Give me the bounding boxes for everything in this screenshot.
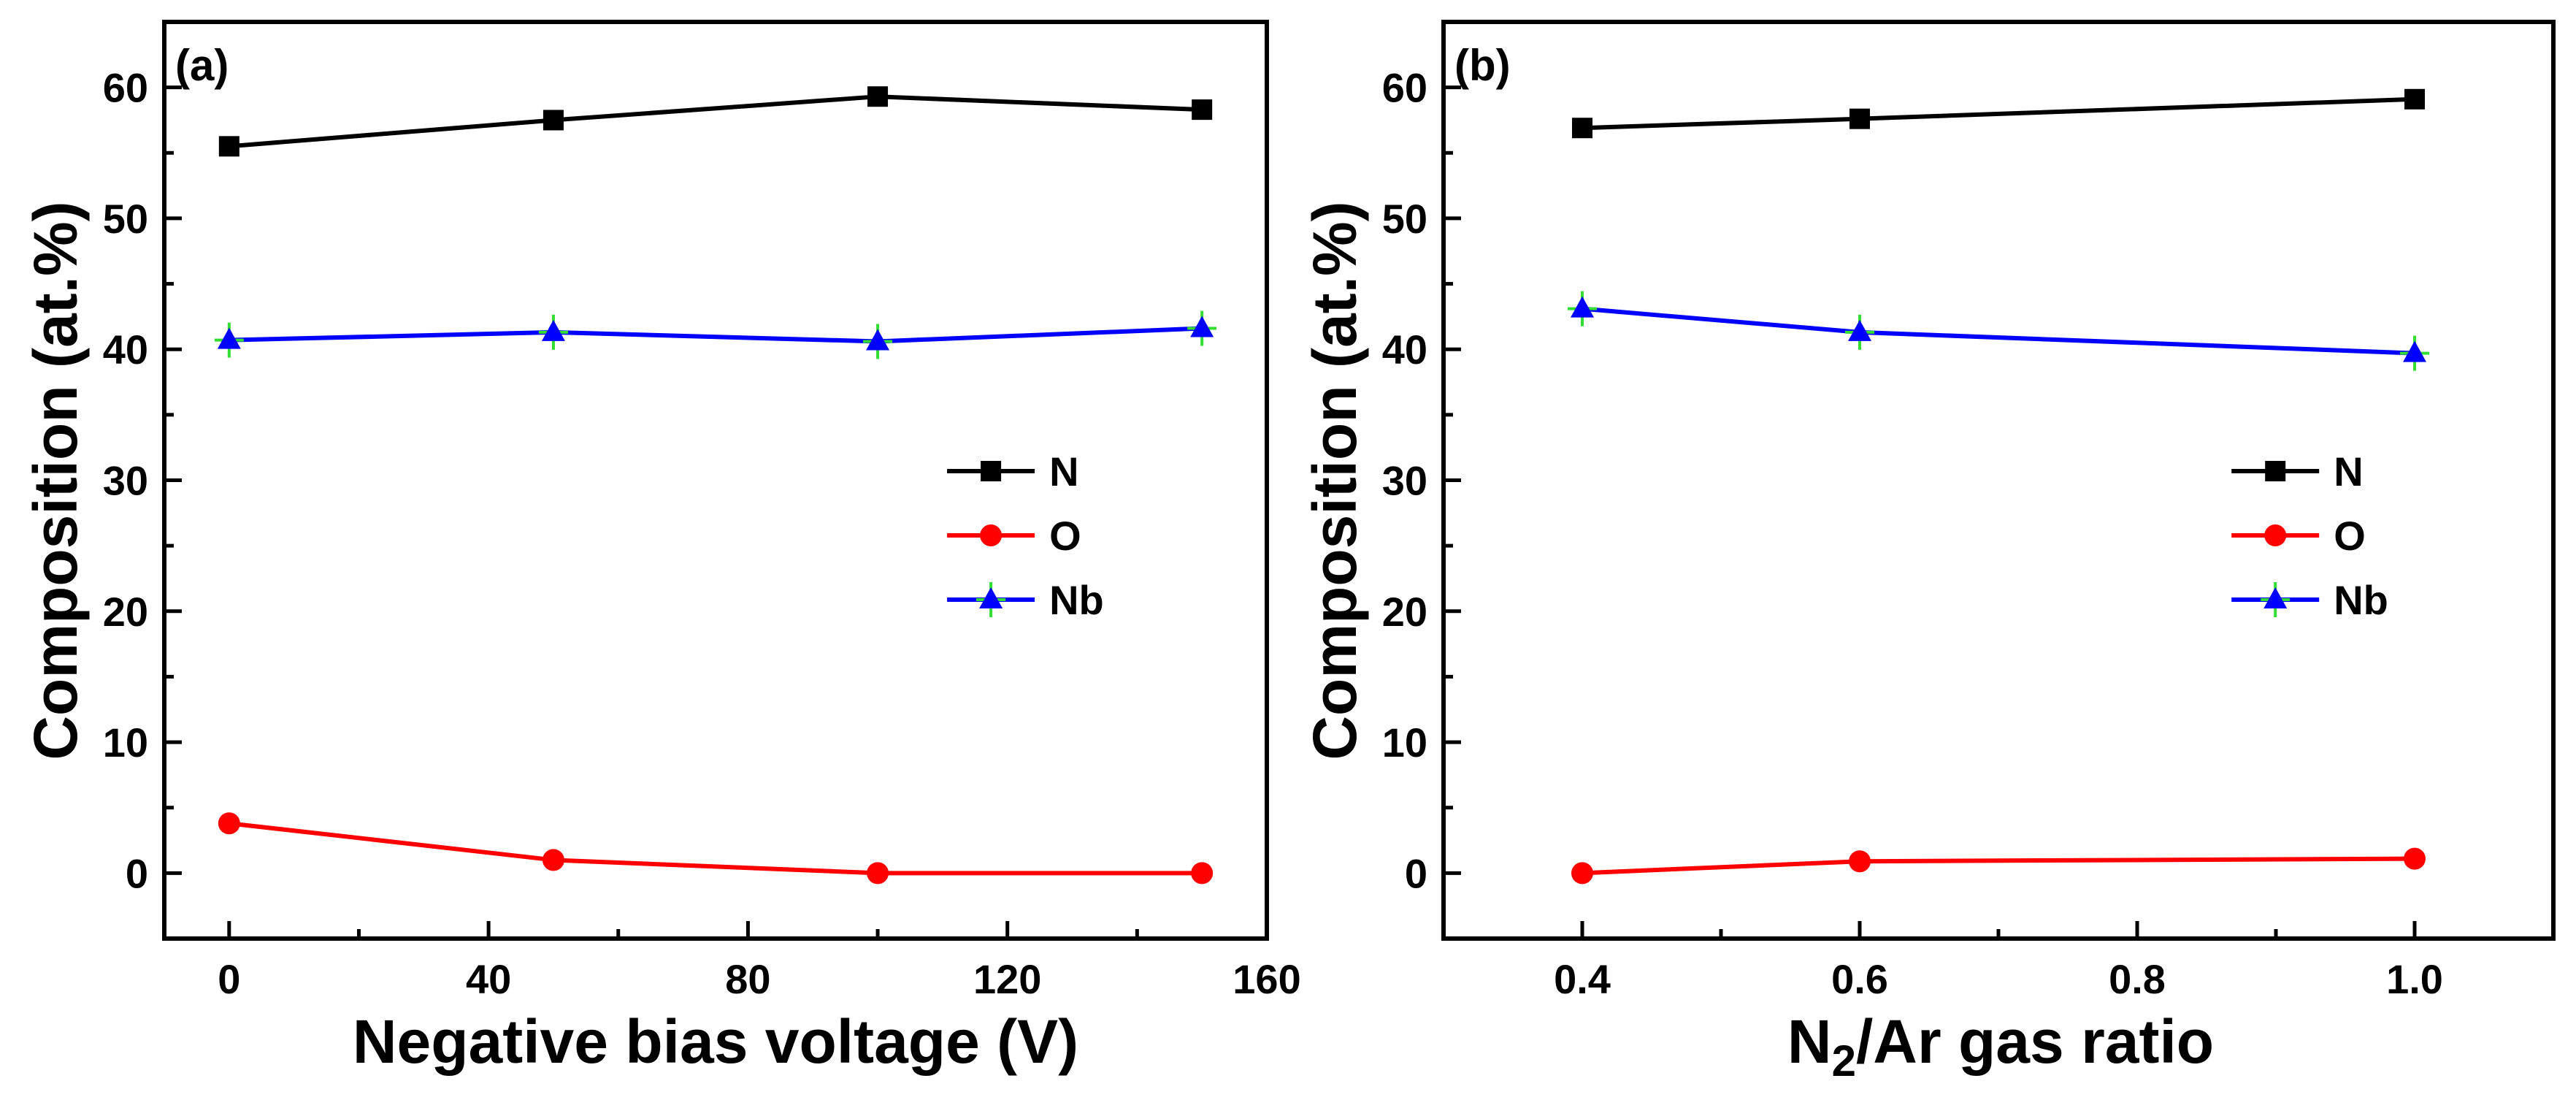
panel-a-series-N-point <box>543 110 564 131</box>
panel-a-x-tick-label: 40 <box>466 956 511 1002</box>
panel-b-x-axis-title-main: N <box>1787 1007 1832 1076</box>
panel-b-series-Nb-point <box>2400 335 2429 371</box>
panel-b-series-O-point <box>1849 850 1871 873</box>
panel-a-series-Nb-point-triangle <box>1190 316 1214 337</box>
panel-a-frame <box>162 20 1269 941</box>
panel-a-series-N-line <box>229 94 1203 149</box>
panel-a-legend-O-label: O <box>1049 513 1081 559</box>
panel-b-x-tick-label: 1.0 <box>2386 956 2443 1002</box>
panel-b-series-O-line <box>1582 856 2415 876</box>
panel-b-label: (b) <box>1454 41 1511 90</box>
panel-a-series-N-point <box>1192 99 1213 121</box>
panel-b-legend-O-label: O <box>2334 513 2366 559</box>
panel-b-legend-Nb-label: Nb <box>2334 577 2388 623</box>
panel-b-ticks: 0 10 20 30 40 50 60 0.4 0.6 0.8 1.0 <box>1382 65 2443 1002</box>
panel-a-y-tick-label: 0 <box>126 850 148 896</box>
panel-b-x-tick-label: 0.4 <box>1554 956 1611 1002</box>
panel-b-series-N-point <box>2404 88 2425 110</box>
panel-a-x-tick-label: 120 <box>973 956 1041 1002</box>
panel-b-y-tick-label: 30 <box>1382 458 1427 504</box>
panel-a-legend-N-marker <box>981 461 1002 481</box>
panel-a-y-tick-label: 10 <box>103 719 148 765</box>
panel-b-x-tick-label: 0.8 <box>2109 956 2166 1002</box>
panel-a-series-Nb-point <box>863 324 893 359</box>
panel-b-x-tick-label: 0.6 <box>1831 956 1888 1002</box>
panel-b-legend: NO Nb <box>2231 448 2388 623</box>
panel-a-series-Nb-point <box>1187 310 1217 346</box>
panel-a-ticks: 0 10 20 30 40 50 60 0 40 80 120 160 <box>103 65 1301 1002</box>
panel-a-series-Nb-point-triangle <box>866 329 890 351</box>
panel-a-series-O-point <box>867 862 889 885</box>
panel-a-series-O-point <box>1191 862 1214 885</box>
panel-a: (a) 0 10 20 30 40 50 60 0 40 80 120 160 NO Nb Negati… <box>21 20 1301 1076</box>
panel-a-x-axis-title: Negative bias voltage (V) <box>353 1007 1078 1076</box>
panel-a-y-axis-title: Composition (at.%) <box>21 201 90 760</box>
panel-a-legend-Nb-marker-triangle <box>979 587 1003 608</box>
panel-a-x-tick-label: 160 <box>1233 956 1300 1002</box>
panel-b-series-N-point <box>1849 108 1870 129</box>
panel-b-y-tick-label: 10 <box>1382 719 1427 765</box>
panel-a-series-Nb-point <box>214 322 244 358</box>
panel-b-series-Nb-point-triangle <box>1848 319 1871 341</box>
panel-a-legend-N-label: N <box>1049 448 1078 494</box>
panel-b-series-Nb-point-triangle <box>2403 340 2426 362</box>
panel-a-x-tick-label: 0 <box>218 956 240 1002</box>
panel-a-y-tick-label: 50 <box>103 196 148 242</box>
panel-a-series-O-point <box>218 812 240 835</box>
panel-b-x-axis-title-sub: 2 <box>1832 1036 1856 1085</box>
panel-b-frame <box>1441 20 2556 941</box>
panel-a-y-tick-label: 60 <box>103 65 148 111</box>
panel-a-legend: NO Nb <box>947 448 1104 623</box>
panel-b-series-N-point <box>1572 118 1592 139</box>
panel-b-legend-Nb-marker-triangle <box>2263 587 2288 608</box>
panel-b-series-O-point <box>2404 847 2426 870</box>
panel-a-series <box>214 86 1217 885</box>
panel-a-x-tick-label: 80 <box>725 956 770 1002</box>
panel-a-legend-O-marker <box>980 524 1003 546</box>
panel-b-legend-N-label: N <box>2334 448 2363 494</box>
panel-b-series <box>1568 88 2429 885</box>
panel-b-legend-N-marker <box>2265 461 2286 481</box>
panel-a-y-tick-label: 40 <box>103 326 148 373</box>
panel-a-series-N-point <box>218 136 239 157</box>
panel-b-legend-O-marker <box>2264 524 2287 546</box>
panel-b-legend-Nb-marker <box>2261 582 2291 617</box>
panel-b-x-axis-title-rest: /Ar gas ratio <box>1856 1007 2214 1076</box>
panel-a-series-Nb-point-triangle <box>217 327 241 349</box>
panel-b-y-tick-label: 60 <box>1382 65 1427 111</box>
panel-a-label: (a) <box>175 41 229 90</box>
panel-b-y-tick-label: 0 <box>1405 850 1427 896</box>
panel-a-series-N-point <box>867 86 889 107</box>
panel-a-legend-Nb-label: Nb <box>1049 577 1104 623</box>
panel-b-y-tick-label: 40 <box>1382 326 1427 373</box>
panel-a-y-tick-label: 20 <box>103 589 148 635</box>
panel-a-series-Nb-point <box>538 314 568 350</box>
panel-b-y-tick-label: 50 <box>1382 196 1427 242</box>
panel-b-series-Nb-point <box>1845 314 1874 350</box>
panel-b-series-Nb-point-triangle <box>1571 296 1594 318</box>
panel-a-series-Nb-line <box>229 326 1203 344</box>
panel-b-series-O-point <box>1571 862 1593 885</box>
panel-a-series-Nb-point-triangle <box>541 319 565 341</box>
panel-a-y-tick-label: 30 <box>103 458 148 504</box>
panel-a-series-O-point <box>542 849 564 871</box>
panel-a-legend-Nb-marker <box>976 582 1006 617</box>
panel-b-series-N-line <box>1582 96 2415 131</box>
panel-b-series-Nb-line <box>1582 306 2415 356</box>
panel-b-y-axis-title: Composition (at.%) <box>1300 201 1369 760</box>
panel-b-x-axis-title: N2/Ar gas ratio <box>1787 1007 2214 1085</box>
panel-a-series-O-line <box>229 821 1203 876</box>
panel-b-y-tick-label: 20 <box>1382 589 1427 635</box>
panel-b-series-Nb-point <box>1568 291 1597 326</box>
